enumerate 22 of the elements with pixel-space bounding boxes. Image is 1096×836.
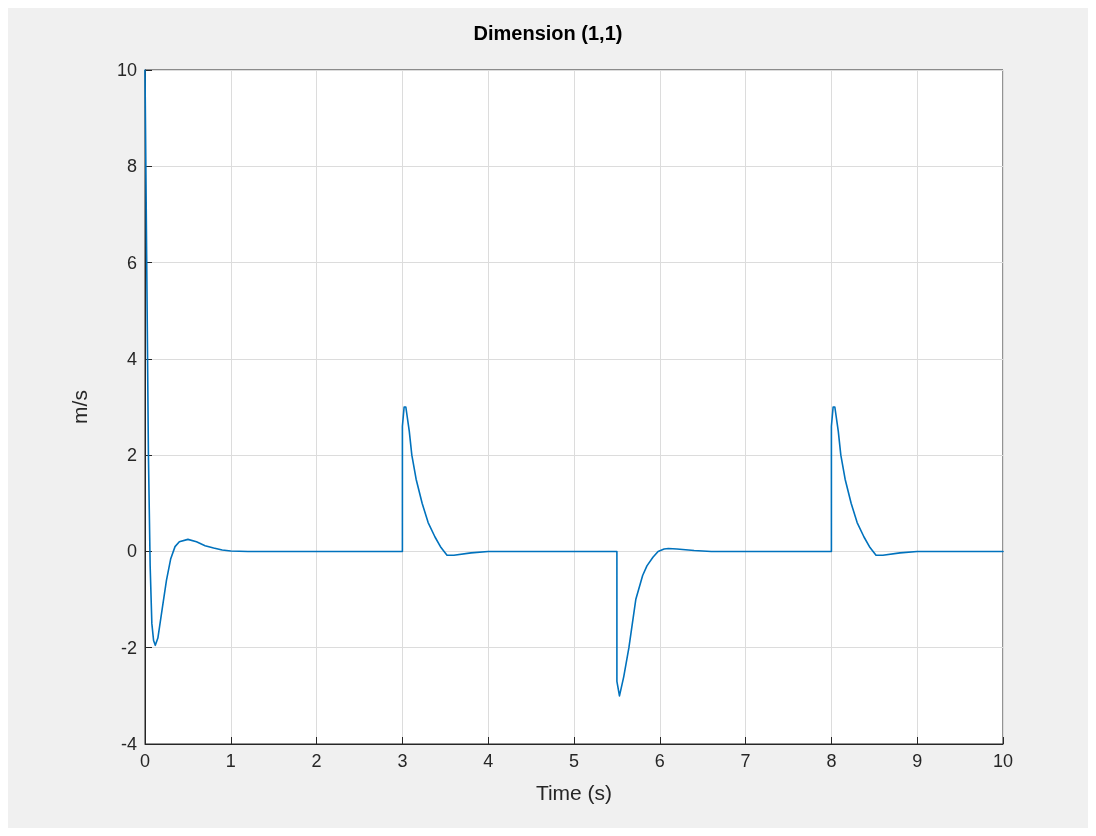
x-axis-title: Time (s)	[535, 781, 613, 804]
x-tick-label: 1	[225, 751, 236, 771]
x-tick-label: 6	[654, 751, 665, 771]
x-tick-label: 2	[311, 751, 322, 771]
y-tick-label: -2	[120, 637, 137, 658]
y-tick-label: 0	[126, 541, 137, 562]
x-tick-label: 5	[568, 751, 580, 771]
x-tick-label: 3	[397, 751, 408, 771]
y-tick-label: 2	[126, 445, 137, 466]
x-tick-label: 9	[912, 751, 923, 771]
x-tick-label: 10	[992, 751, 1014, 771]
y-tick-label: 8	[126, 156, 137, 177]
y-tick-label: -4	[120, 734, 137, 754]
y-axis-title: m/s	[68, 390, 91, 424]
x-tick-label: 7	[740, 751, 751, 771]
x-tick-label: 8	[826, 751, 837, 771]
y-tick-label: 10	[116, 60, 137, 80]
x-tick-label: 0	[139, 751, 151, 771]
y-tick-label: 6	[126, 252, 137, 273]
chart-title: Dimension (1,1)	[473, 22, 623, 44]
y-tick-label: 4	[126, 348, 137, 369]
x-tick-label: 4	[483, 751, 494, 771]
